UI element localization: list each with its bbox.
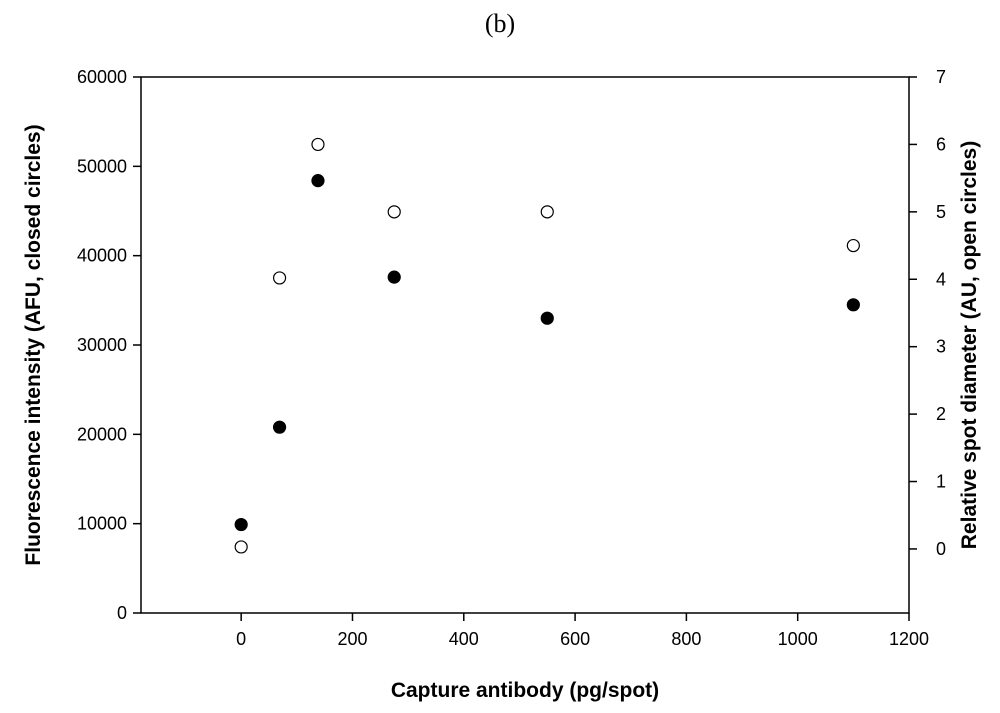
x-tick-label: 600 [560,629,590,649]
y-tick-label: 50000 [77,156,127,176]
closed-circle-point [387,270,401,284]
panel-label: (b) [485,9,515,38]
closed-circle-point [846,298,860,312]
y-tick-label: 10000 [77,514,127,534]
x-tick-label: 200 [337,629,367,649]
y-tick-label: 60000 [77,67,127,87]
x-axis-title: Capture antibody (pg/spot) [391,679,659,702]
y-tick-label: 0 [117,603,127,623]
closed-circle-point [311,174,325,188]
series-layer [234,137,860,554]
closed-circle-point [234,517,248,532]
x-axis-ticks: 0 200 400 600 800 1000 1200 [236,613,929,649]
y-tick-label: 40000 [77,246,127,266]
y2-tick-label: 1 [936,472,946,492]
y2-axis-title: Relative spot diameter (AU, open circles… [958,141,981,549]
x-tick-label: 1200 [889,629,929,649]
x-tick-label: 800 [671,629,701,649]
closed-circle-point [540,311,554,325]
open-circle-point [387,205,401,219]
y2-tick-label: 7 [936,67,946,87]
y-tick-label: 30000 [77,335,127,355]
y2-tick-label: 2 [936,404,946,424]
y2-tick-label: 3 [936,337,946,357]
y2-axis-ticks: 0 1 2 3 4 5 6 7 [909,67,946,559]
closed-circle-point [272,420,287,434]
open-circle-point [540,205,554,219]
y2-tick-label: 0 [936,539,946,559]
x-tick-label: 0 [236,629,246,649]
y2-tick-label: 6 [936,134,946,154]
y-axis-ticks: 0 10000 20000 30000 40000 50000 60000 [77,67,141,623]
y-tick-label: 20000 [77,424,127,444]
open-circle-point [846,238,860,253]
y-axis-title: Fluorescence intensity (AFU, closed circ… [22,124,45,565]
x-tick-label: 1000 [778,629,818,649]
y2-tick-label: 5 [936,202,946,222]
open-circle-point [311,137,325,152]
open-circle-point [272,271,287,285]
open-circle-point [234,540,248,554]
x-tick-label: 400 [449,629,479,649]
plot-frame [140,76,910,614]
y2-tick-label: 4 [936,269,946,289]
